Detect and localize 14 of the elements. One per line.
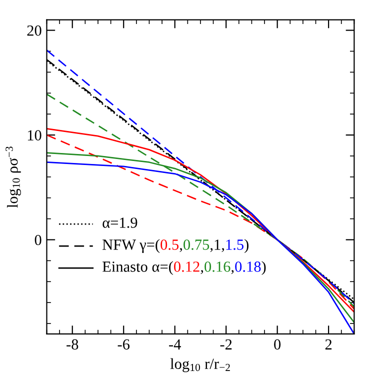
x-tick-label: -6	[118, 339, 130, 350]
y-tick-label: 10	[28, 130, 42, 140]
y-tick-label: 20	[27, 25, 42, 36]
x-tick-label: -2	[220, 339, 232, 350]
text: NFW γ=(0.5,0.75,1,1.5)	[102, 239, 248, 253]
x-tick-label: 2	[325, 339, 332, 350]
y-tick-label: 0	[34, 234, 42, 246]
annotation: α=1.9	[102, 218, 138, 228]
x-tick-label: -4	[169, 339, 181, 350]
x-axis-title: log$_{10}$ r/r$_{−2}$	[170, 358, 230, 372]
x-tick-label: 0	[274, 339, 281, 350]
annotation: Einasto α=(0.12,0.16,0.18)	[102, 261, 266, 275]
x-tick-label: -8	[66, 339, 78, 350]
y-axis-title: log$_{10}$ ρσ$^{−3}$	[6, 146, 21, 208]
